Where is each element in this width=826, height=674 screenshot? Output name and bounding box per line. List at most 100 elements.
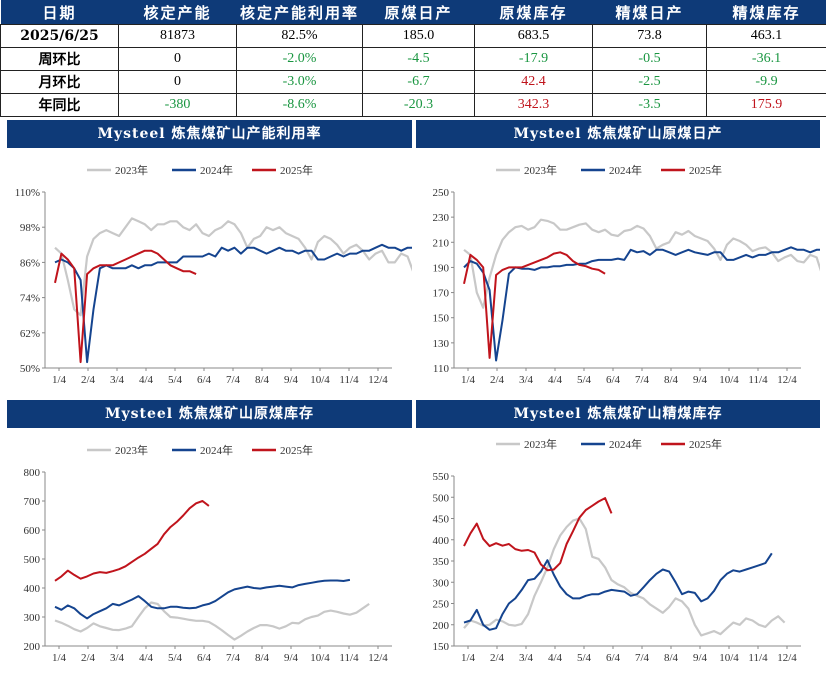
y-tick-label: 400: [24, 583, 41, 595]
table-cell: 42.4: [474, 70, 593, 94]
summary-row: 年同比 -380 -8.6% -20.3 342.3 -3.5 175.9: [0, 93, 826, 117]
x-tick-label: 2/4: [81, 652, 96, 664]
table-cell: -36.1: [706, 47, 826, 71]
y-tick-label: 400: [433, 535, 450, 547]
table-cell: 81873: [118, 24, 237, 48]
series-line-y2025: [463, 497, 613, 572]
x-tick-label: 10/4: [310, 374, 330, 386]
y-tick-label: 550: [433, 471, 450, 483]
series-line-y2024: [54, 578, 351, 620]
chart-utilization: 50% 62% 74% 86% 98% 110% 1/4 2/4 3/4 4/4 5/4 6/4 7/4…: [15, 163, 412, 386]
y-tick-label: 98%: [20, 222, 40, 234]
x-tick-label: 3/4: [519, 374, 534, 386]
x-tick-label: 4/4: [139, 374, 154, 386]
legend-label-y2024: 2024年: [609, 437, 642, 451]
table-cell: 185.0: [362, 24, 475, 48]
x-tick-label: 8/4: [255, 652, 270, 664]
chart-raw-stock: 200 300 400 500 600 700 800 1/4 2/4 3/4 4/4 5/4 6/4 7…: [24, 443, 392, 664]
legend-label-y2023: 2023年: [115, 163, 148, 177]
y-tick-label: 300: [24, 612, 41, 624]
x-tick-label: 11/4: [339, 374, 359, 386]
series-line-y2024: [54, 243, 412, 364]
x-tick-label: 12/4: [368, 374, 388, 386]
x-tick-label: 3/4: [110, 374, 125, 386]
table-cell: -6.7: [362, 70, 475, 94]
x-tick-label: 9/4: [693, 652, 708, 664]
y-tick-label: 130: [433, 338, 450, 350]
series-line-y2023: [463, 218, 820, 309]
y-tick-label: 110%: [15, 187, 40, 199]
table-cell: 0: [118, 47, 237, 71]
table-cell: -3.0%: [236, 70, 363, 94]
x-tick-label: 5/4: [577, 652, 592, 664]
x-tick-label: 6/4: [606, 652, 621, 664]
legend-label-y2024: 2024年: [200, 443, 233, 457]
legend-label-y2025: 2025年: [280, 443, 313, 457]
x-tick-label: 2/4: [81, 374, 96, 386]
x-tick-label: 3/4: [519, 652, 534, 664]
table-cell: -20.3: [362, 93, 475, 117]
chart-title-clean-stock: Mysteel 炼焦煤矿山精煤库存: [416, 400, 820, 428]
table-cell: -380: [118, 93, 237, 117]
x-tick-label: 1/4: [461, 652, 476, 664]
chart-clean-stock: 150 200 250 300 350 400 450 500 550 1/4 2/4 3/4 4/4 5…: [433, 437, 801, 664]
table-cell: 0: [118, 70, 237, 94]
x-tick-label: 11/4: [748, 374, 768, 386]
y-tick-label: 150: [433, 641, 450, 653]
x-tick-label: 7/4: [635, 374, 650, 386]
x-tick-label: 6/4: [197, 652, 212, 664]
y-tick-label: 500: [24, 554, 41, 566]
x-tick-label: 1/4: [52, 652, 67, 664]
table-cell: 82.5%: [236, 24, 363, 48]
series-line-y2023: [54, 601, 370, 641]
header-clean-stock: 精煤库存: [706, 0, 826, 25]
table-cell: -0.5: [592, 47, 707, 71]
x-tick-label: 1/4: [461, 374, 476, 386]
x-tick-label: 9/4: [284, 652, 299, 664]
y-tick-label: 62%: [20, 328, 40, 340]
x-tick-label: 2/4: [490, 652, 505, 664]
legend-label-y2023: 2023年: [115, 443, 148, 457]
row-label: 年同比: [0, 93, 119, 117]
table-cell: 73.8: [592, 24, 707, 48]
legend-label-y2023: 2023年: [524, 163, 557, 177]
y-tick-label: 86%: [20, 257, 40, 269]
y-tick-label: 500: [433, 492, 450, 504]
series-line-y2024: [463, 552, 773, 631]
x-tick-label: 4/4: [139, 652, 154, 664]
table-cell: -9.9: [706, 70, 826, 94]
table-cell: -4.5: [362, 47, 475, 71]
table-cell: -2.0%: [236, 47, 363, 71]
x-tick-label: 10/4: [310, 652, 330, 664]
x-tick-label: 1/4: [52, 374, 67, 386]
header-clean-daily: 精煤日产: [592, 0, 707, 25]
x-tick-label: 7/4: [226, 652, 241, 664]
series-line-y2024: [463, 246, 820, 362]
y-tick-label: 110: [433, 363, 450, 375]
legend-label-y2025: 2025年: [689, 163, 722, 177]
table-cell: -3.5: [592, 93, 707, 117]
legend-label-y2024: 2024年: [609, 163, 642, 177]
y-tick-label: 210: [433, 237, 450, 249]
row-label: 2025/6/25: [0, 24, 119, 48]
table-cell: -17.9: [474, 47, 593, 71]
legend-label-y2023: 2023年: [524, 437, 557, 451]
chart-title-utilization: Mysteel 炼焦煤矿山产能利用率: [7, 120, 412, 148]
x-tick-label: 12/4: [777, 652, 797, 664]
y-tick-label: 450: [433, 514, 450, 526]
table-cell: -2.5: [592, 70, 707, 94]
summary-row: 月环比 0 -3.0% -6.7 42.4 -2.5 -9.9: [0, 70, 826, 94]
x-tick-label: 6/4: [197, 374, 212, 386]
y-tick-label: 190: [433, 262, 450, 274]
series-line-y2023: [54, 217, 412, 317]
legend-label-y2025: 2025年: [280, 163, 313, 177]
header-raw-daily: 原煤日产: [362, 0, 475, 25]
row-label: 月环比: [0, 70, 119, 94]
legend-label-y2025: 2025年: [689, 437, 722, 451]
x-tick-label: 8/4: [664, 652, 679, 664]
series-line-y2025: [54, 249, 197, 364]
y-tick-label: 200: [24, 641, 41, 653]
series-line-y2025: [463, 251, 606, 359]
y-tick-label: 250: [433, 187, 450, 199]
